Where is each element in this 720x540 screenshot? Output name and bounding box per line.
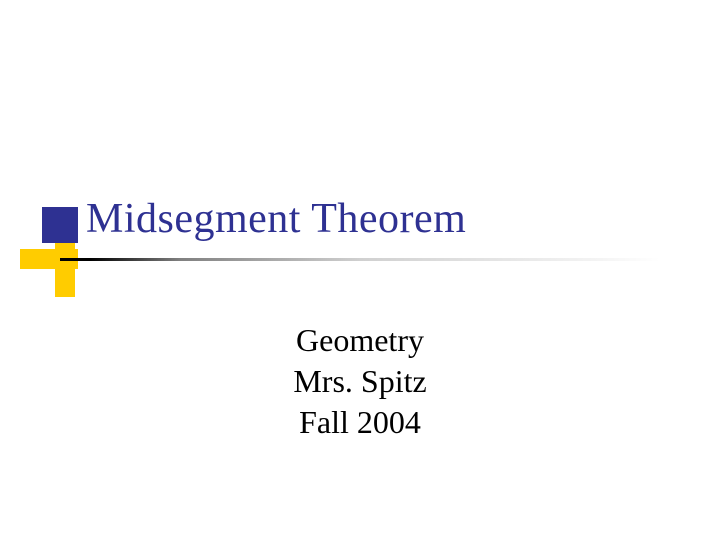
subtitle-line-1: Geometry xyxy=(0,320,720,361)
subtitle-line-2: Mrs. Spitz xyxy=(0,361,720,402)
subtitle-line-3: Fall 2004 xyxy=(0,402,720,443)
subtitle-block: Geometry Mrs. Spitz Fall 2004 xyxy=(0,320,720,443)
slide-title: Midsegment Theorem xyxy=(86,195,466,243)
slide: Midsegment Theorem Geometry Mrs. Spitz F… xyxy=(0,0,720,540)
title-underline xyxy=(60,258,660,261)
accent-blue-square xyxy=(42,207,78,243)
